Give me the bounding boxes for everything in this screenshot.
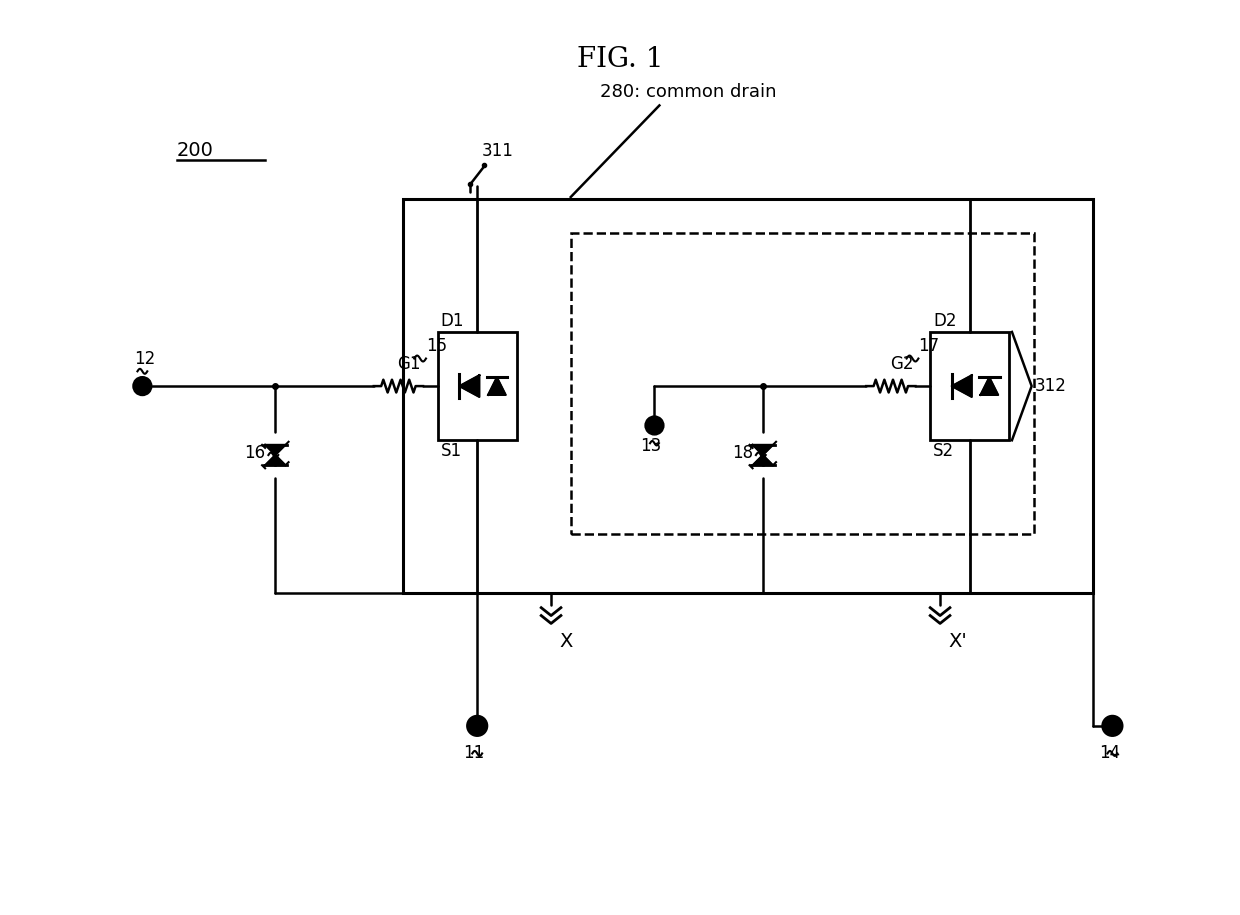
Bar [930, 332, 1009, 440]
Text: 18: 18 [732, 444, 753, 462]
Circle shape [134, 377, 151, 395]
Text: 17: 17 [919, 337, 940, 355]
Polygon shape [489, 377, 506, 395]
Text: X': X' [947, 632, 967, 651]
Polygon shape [459, 375, 480, 397]
Polygon shape [951, 375, 972, 397]
Text: D1: D1 [440, 312, 464, 330]
Text: FIG. 1: FIG. 1 [577, 47, 663, 73]
Bar [438, 332, 517, 440]
Text: X: X [559, 632, 573, 651]
Text: 312: 312 [1034, 377, 1066, 395]
Text: S2: S2 [934, 442, 955, 460]
Circle shape [1102, 716, 1122, 736]
Polygon shape [753, 455, 773, 465]
Text: 15: 15 [427, 337, 448, 355]
Text: 13: 13 [640, 437, 661, 456]
Text: 11: 11 [464, 744, 485, 761]
Text: 12: 12 [134, 350, 156, 369]
Circle shape [467, 716, 487, 736]
Polygon shape [265, 445, 285, 455]
Text: S1: S1 [440, 442, 461, 460]
Text: G1: G1 [398, 355, 422, 373]
Polygon shape [753, 445, 773, 455]
Text: 280: common drain: 280: common drain [600, 82, 776, 101]
Polygon shape [265, 455, 285, 465]
Text: 200: 200 [177, 141, 213, 159]
Circle shape [646, 416, 663, 435]
Text: 311: 311 [482, 142, 515, 159]
Text: 14: 14 [1099, 744, 1120, 761]
Text: G2: G2 [890, 355, 914, 373]
Text: D2: D2 [934, 312, 957, 330]
Bar [570, 233, 1034, 533]
Polygon shape [981, 377, 998, 395]
Bar [403, 199, 1092, 593]
Text: 16: 16 [244, 444, 265, 462]
